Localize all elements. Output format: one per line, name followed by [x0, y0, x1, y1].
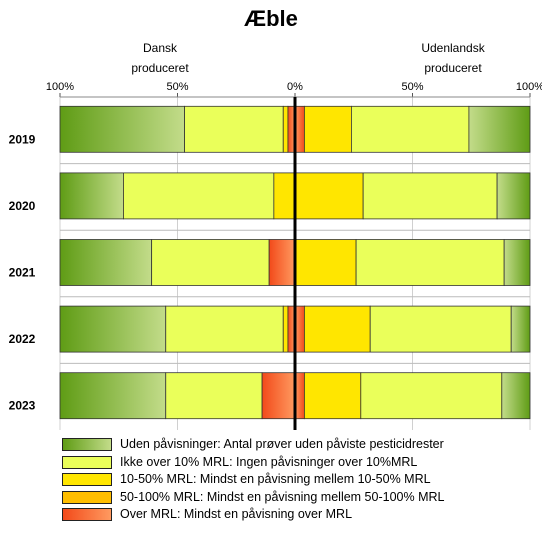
- year-label-2020: 2020: [9, 199, 36, 213]
- bar-udenlandsk-2021-none: [503, 239, 531, 286]
- legend-swatch-10-50: [62, 473, 112, 487]
- bar-dansk-2023-none: [59, 372, 167, 420]
- year-label-2021: 2021: [9, 266, 36, 280]
- tick-label-0: 100%: [46, 81, 74, 93]
- legend-text-none: Uden påvisninger: Antal prøver uden påvi…: [120, 437, 444, 451]
- bar-udenlandsk-2022-under10: [369, 305, 512, 353]
- udenlandsk-produceret-label: Udenlandsk produceret: [393, 38, 513, 78]
- legend: Uden påvisninger: Antal prøver uden påvi…: [62, 436, 532, 524]
- tick-label-1: 50%: [166, 81, 188, 93]
- bar-udenlandsk-2023-none: [501, 372, 531, 420]
- bar-dansk-2023-over: [261, 372, 296, 420]
- bar-udenlandsk-2023-under10: [360, 372, 503, 420]
- bar-dansk-2022-r10_50: [282, 305, 289, 353]
- legend-text-10-50: 10-50% MRL: Mindst en påvisning mellem 1…: [120, 472, 431, 487]
- bar-dansk-2021-under10: [151, 239, 270, 286]
- bar-dansk-2019-r10_50: [282, 105, 289, 153]
- bar-dansk-2021-none: [59, 239, 153, 286]
- year-label-2022: 2022: [9, 332, 36, 346]
- dansk-produceret-label: Dansk produceret: [100, 38, 220, 78]
- bar-dansk-2023-under10: [165, 372, 263, 420]
- bar-dansk-2020-under10: [123, 172, 275, 220]
- bar-udenlandsk-2021-r10_50: [294, 239, 357, 286]
- legend-item-50-100: 50-100% MRL: Mindst en påvisning mellem …: [62, 489, 532, 507]
- tick-label-4: 100%: [516, 81, 542, 93]
- bar-dansk-2020-r10_50: [273, 172, 296, 220]
- dansk-label-line1: Dansk: [142, 41, 177, 55]
- legend-item-under10: Ikke over 10% MRL: Ingen påvisninger ove…: [62, 454, 532, 472]
- legend-swatch-50-100: [62, 490, 112, 504]
- legend-text-under10: Ikke over 10% MRL: Ingen påvisninger ove…: [120, 454, 418, 469]
- tick-label-3: 50%: [401, 81, 423, 93]
- bar-dansk-2021-over: [268, 239, 296, 286]
- bar-dansk-2020-none: [59, 172, 124, 220]
- udenlandsk-label-line2: produceret: [424, 61, 482, 75]
- bar-udenlandsk-2020-under10: [362, 172, 498, 220]
- bar-udenlandsk-2019-under10: [350, 105, 470, 153]
- bar-udenlandsk-2022-none: [510, 305, 531, 353]
- chart-title: Æble: [244, 6, 298, 31]
- legend-text-50-100: 50-100% MRL: Mindst en påvisning mellem …: [120, 489, 445, 504]
- year-label-2019: 2019: [9, 132, 36, 146]
- legend-swatch-under10: [62, 455, 112, 469]
- legend-item-over: Over MRL: Mindst en påvisning over MRL: [62, 506, 532, 524]
- bar-udenlandsk-2019-none: [468, 105, 531, 153]
- bar-dansk-2022-under10: [165, 305, 284, 353]
- legend-swatch-over: [62, 508, 112, 522]
- legend-item-none: Uden påvisninger: Antal prøver uden påvi…: [62, 436, 532, 454]
- legend-swatch-none: [62, 438, 112, 451]
- legend-item-10-50: 10-50% MRL: Mindst en påvisning mellem 1…: [62, 471, 532, 489]
- bar-dansk-2019-none: [59, 105, 185, 153]
- bar-udenlandsk-2022-r10_50: [303, 305, 371, 353]
- dansk-label-line2: produceret: [131, 61, 189, 75]
- legend-text-over: Over MRL: Mindst en påvisning over MRL: [120, 507, 353, 522]
- udenlandsk-label-line1: Udenlandsk: [421, 41, 485, 55]
- bar-dansk-2019-under10: [184, 105, 284, 153]
- bar-dansk-2022-none: [59, 305, 167, 353]
- bar-udenlandsk-2020-none: [496, 172, 531, 220]
- bar-udenlandsk-2019-r10_50: [303, 105, 352, 153]
- year-label-2023: 2023: [9, 399, 36, 413]
- bar-udenlandsk-2023-r10_50: [303, 372, 362, 420]
- bar-udenlandsk-2021-under10: [355, 239, 505, 286]
- bar-udenlandsk-2020-r10_50: [294, 172, 364, 220]
- tick-label-2: 0%: [287, 81, 303, 93]
